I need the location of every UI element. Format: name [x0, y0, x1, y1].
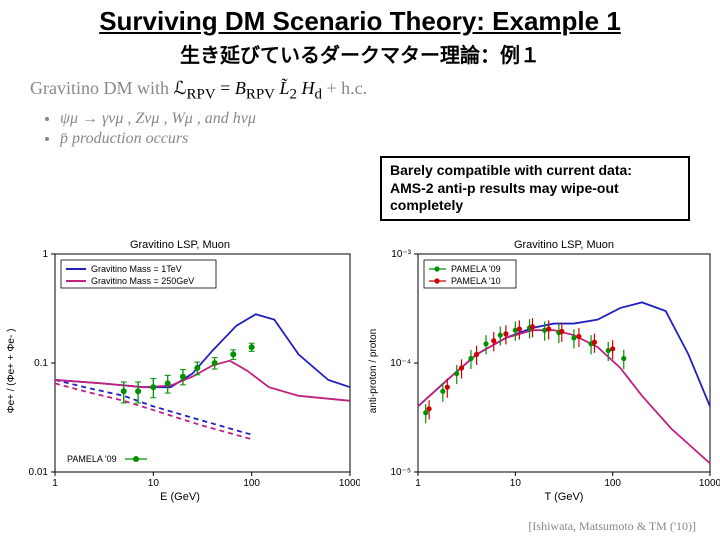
svg-text:Gravitino Mass = 250GeV: Gravitino Mass = 250GeV — [91, 276, 194, 286]
callout-line: completely — [390, 197, 680, 215]
eq-B: B — [235, 78, 246, 98]
svg-text:PAMELA '10: PAMELA '10 — [451, 276, 501, 286]
charts-row: Gravitino LSP, Muon 1 10 100 1000 0.01 0.1 1 E (… — [0, 236, 720, 506]
svg-text:E (GeV): E (GeV) — [160, 491, 200, 503]
bullet-item: p̄ production occurs — [60, 130, 720, 148]
chart-right: Gravitino LSP, Muon 1 10 100 1000 10⁻⁵ 10⁻⁴ 10⁻… — [360, 236, 720, 506]
svg-text:0.1: 0.1 — [34, 358, 48, 369]
eq-Bsub: RPV — [246, 87, 275, 103]
svg-text:1: 1 — [415, 478, 421, 489]
chart-right-svg: Gravitino LSP, Muon 1 10 100 1000 10⁻⁵ 10⁻⁴ 10⁻… — [360, 236, 720, 506]
svg-text:anti-proton / proton: anti-proton / proton — [368, 329, 379, 414]
svg-text:Gravitino LSP, Muon: Gravitino LSP, Muon — [514, 239, 614, 251]
callout-line: Barely compatible with current data: — [390, 162, 680, 180]
svg-text:100: 100 — [604, 478, 621, 489]
svg-text:100: 100 — [243, 478, 260, 489]
svg-text:10: 10 — [510, 478, 522, 489]
bullet-item: ψμ → γνμ , Zνμ , Wμ , and hνμ — [60, 110, 720, 128]
callout-box: Barely compatible with current data: AMS… — [380, 156, 690, 221]
page-title: Surviving DM Scenario Theory: Example 1 — [0, 0, 720, 37]
svg-text:0.01: 0.01 — [29, 467, 49, 478]
bullet-text: ψμ → γνμ , Zνμ , Wμ , and hνμ — [60, 110, 256, 127]
eq-H: H — [302, 78, 315, 98]
svg-text:PAMELA '09: PAMELA '09 — [451, 264, 501, 274]
svg-text:10⁻³: 10⁻³ — [391, 249, 411, 260]
eq-lsub: RPV — [186, 87, 215, 103]
citation-text: [Ishiwata, Matsumoto & TM ('10)] — [528, 519, 696, 534]
eq-Hsub: d — [315, 87, 323, 103]
svg-text:10⁻⁵: 10⁻⁵ — [390, 467, 411, 478]
page-subtitle: 生き延びているダークマター理論：例１ — [0, 39, 720, 68]
equation-line: Gravitino DM with ℒRPV = BRPV L̃2 Hd + h… — [30, 78, 720, 104]
svg-text:T (GeV): T (GeV) — [545, 491, 584, 503]
bullet-list: ψμ → γνμ , Zνμ , Wμ , and hνμ p̄ product… — [60, 110, 720, 148]
svg-text:10⁻⁴: 10⁻⁴ — [390, 358, 411, 369]
eq-equals: = — [220, 78, 235, 98]
svg-text:10: 10 — [148, 478, 160, 489]
eq-prefix: Gravitino DM with — [30, 78, 174, 98]
svg-text:1000: 1000 — [699, 478, 720, 489]
svg-text:1: 1 — [42, 249, 48, 260]
eq-lhs: ℒ — [174, 78, 187, 98]
svg-text:Gravitino Mass = 1TeV: Gravitino Mass = 1TeV — [91, 264, 182, 274]
bullet-text: p̄ production occurs — [60, 130, 188, 147]
svg-text:PAMELA '09: PAMELA '09 — [67, 454, 117, 464]
svg-text:1000: 1000 — [339, 478, 360, 489]
eq-L: L̃ — [280, 78, 290, 98]
svg-text:Gravitino LSP, Muon: Gravitino LSP, Muon — [130, 239, 230, 251]
callout-line: AMS-2 anti-p results may wipe-out — [390, 180, 680, 198]
svg-text:Φe+ / (Φe+ + Φe- ): Φe+ / (Φe+ + Φe- ) — [6, 329, 17, 414]
chart-left: Gravitino LSP, Muon 1 10 100 1000 0.01 0.1 1 E (… — [0, 236, 360, 506]
chart-left-svg: Gravitino LSP, Muon 1 10 100 1000 0.01 0.1 1 E (… — [0, 236, 360, 506]
eq-Lsub: 2 — [290, 87, 298, 103]
svg-text:1: 1 — [52, 478, 58, 489]
eq-tail: + h.c. — [327, 78, 368, 98]
